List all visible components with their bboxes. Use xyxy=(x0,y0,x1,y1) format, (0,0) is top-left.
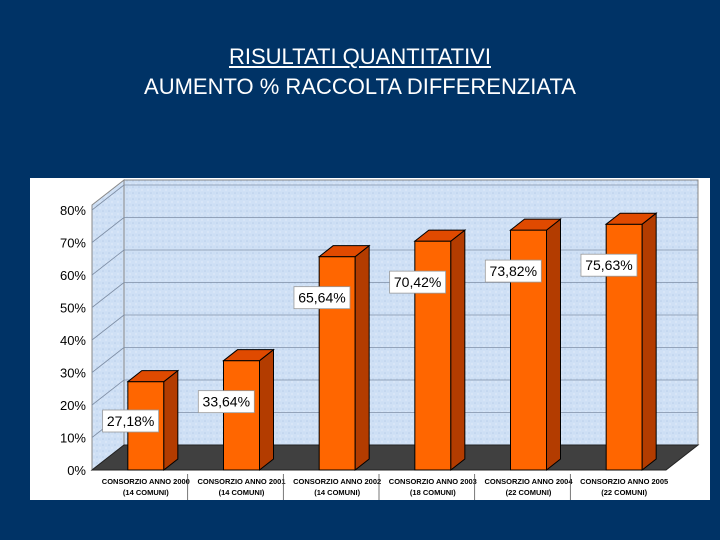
gridline-side xyxy=(91,184,125,211)
x-tick-label: CONSORZIO ANNO 2005 xyxy=(580,477,668,486)
data-label-box xyxy=(102,409,160,433)
data-label-box xyxy=(197,390,255,414)
x-tick-label: (22 COMUNI) xyxy=(506,488,552,497)
y-tick-label: 60% xyxy=(60,268,86,283)
bar-top xyxy=(604,212,658,225)
bar-side xyxy=(354,244,370,472)
y-tick-label: 10% xyxy=(60,431,86,446)
bar-side xyxy=(163,369,179,472)
bar-side xyxy=(259,348,274,472)
gridline-side xyxy=(91,282,125,308)
bar-top xyxy=(509,218,562,231)
gridline-side xyxy=(91,314,125,341)
gridline-side xyxy=(91,249,125,276)
data-label-box xyxy=(293,286,351,310)
bar-top xyxy=(222,349,275,362)
x-tick-label: (14 COMUNI) xyxy=(314,488,360,497)
x-tick-label: CONSORZIO ANNO 2001 xyxy=(197,477,285,486)
gridline-side xyxy=(91,217,125,243)
y-tick-label: 30% xyxy=(60,366,86,381)
y-tick-label: 80% xyxy=(60,203,86,218)
x-tick-label: CONSORZIO ANNO 2002 xyxy=(293,477,381,486)
data-label-box xyxy=(484,259,542,283)
bar-side xyxy=(546,218,561,472)
gridline-side xyxy=(91,347,125,373)
data-label: 27,18% xyxy=(107,413,154,429)
bar-side xyxy=(450,229,466,472)
y-tick-label: 20% xyxy=(60,398,86,413)
y-tick-label: 40% xyxy=(60,333,86,348)
data-label: 65,64% xyxy=(298,290,345,306)
y-tick-label: 70% xyxy=(60,236,86,251)
bar xyxy=(223,360,260,471)
bar-side xyxy=(641,212,657,472)
data-label: 73,82% xyxy=(490,263,537,279)
bar-top xyxy=(413,229,467,242)
y-tick-label: 0% xyxy=(67,463,86,478)
data-label: 33,64% xyxy=(203,394,250,410)
data-label: 75,63% xyxy=(585,257,632,273)
y-tick-label: 50% xyxy=(60,301,86,316)
x-tick-label: CONSORZIO ANNO 2003 xyxy=(389,477,477,486)
x-tick-label: (18 COMUNI) xyxy=(410,488,456,497)
data-label: 70,42% xyxy=(394,274,441,290)
bar-top xyxy=(317,245,371,258)
data-label-box xyxy=(580,253,638,277)
x-tick-label: (22 COMUNI) xyxy=(601,488,647,497)
data-label-box xyxy=(389,270,447,294)
x-tick-label: (14 COMUNI) xyxy=(219,488,265,497)
slide-title: RISULTATI QUANTITATIVI AUMENTO % RACCOLT… xyxy=(0,42,720,102)
x-tick-label: (14 COMUNI) xyxy=(123,488,169,497)
bar-top xyxy=(126,370,180,383)
x-tick-label: CONSORZIO ANNO 2000 xyxy=(102,477,190,486)
title-line-2: AUMENTO % RACCOLTA DIFFERENZIATA xyxy=(144,74,576,99)
gridline-side xyxy=(91,379,125,406)
title-line-1: RISULTATI QUANTITATIVI xyxy=(229,44,491,69)
x-tick-label: CONSORZIO ANNO 2004 xyxy=(484,477,573,486)
